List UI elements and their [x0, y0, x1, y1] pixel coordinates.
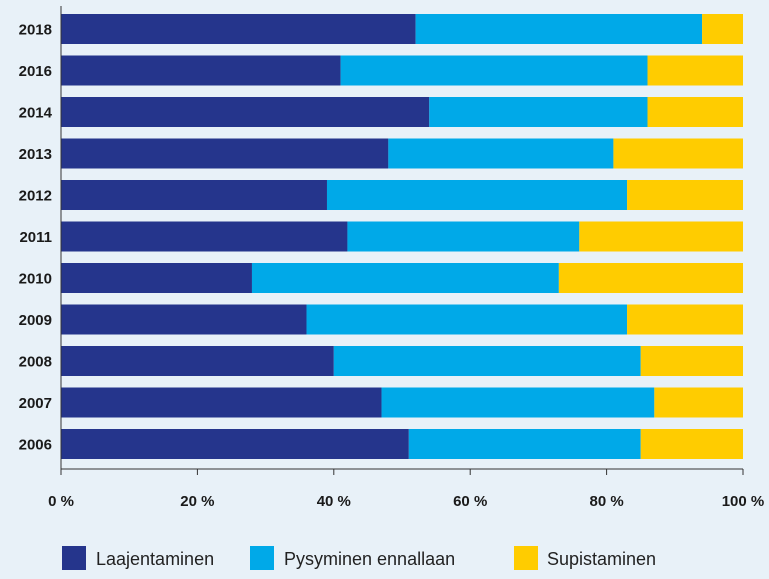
bar-2014-series-1 — [429, 97, 648, 127]
legend-label-1: Pysyminen ennallaan — [284, 549, 455, 569]
bar-2018-series-1 — [415, 14, 703, 44]
bar-2018-series-2 — [702, 14, 743, 44]
x-tick-label-80: 80 % — [589, 493, 623, 510]
x-tick-labels: 0 % 20 % 40 % 60 % 80 % 100 % — [48, 493, 764, 510]
bar-2008-series-2 — [640, 346, 743, 376]
x-tick-label-20: 20 % — [180, 493, 214, 510]
legend-label-0: Laajentaminen — [96, 549, 214, 569]
legend: Laajentaminen Pysyminen ennallaan Supistam… — [62, 546, 656, 570]
bar-2014-series-2 — [647, 97, 743, 127]
y-tick-label-2013: 2013 — [19, 146, 52, 163]
y-tick-label-2016: 2016 — [19, 63, 52, 80]
bar-2006-series-0 — [61, 429, 409, 459]
bar-2009-series-0 — [61, 304, 307, 335]
y-tick-label-2009: 2009 — [19, 312, 52, 329]
x-tick-label-40: 40 % — [317, 493, 351, 510]
bar-2012-series-2 — [627, 180, 743, 210]
y-tick-label-2012: 2012 — [19, 188, 52, 205]
y-tick-label-2010: 2010 — [19, 271, 52, 288]
bar-2009-series-2 — [627, 304, 743, 335]
bar-2016-series-0 — [61, 55, 341, 86]
bar-2008-series-1 — [333, 346, 641, 376]
bar-2010-series-2 — [558, 263, 743, 293]
bar-2011-series-2 — [579, 221, 743, 252]
legend-label-2: Supistaminen — [547, 549, 656, 569]
bar-2007-series-0 — [61, 387, 382, 418]
legend-swatch-2 — [514, 546, 538, 570]
bar-2009-series-1 — [306, 304, 628, 335]
bar-2010-series-0 — [61, 263, 252, 293]
y-tick-label-2007: 2007 — [19, 395, 52, 412]
bar-2007-series-1 — [381, 387, 655, 418]
y-tick-label-2006: 2006 — [19, 437, 52, 454]
bar-2007-series-2 — [654, 387, 743, 418]
legend-swatch-1 — [250, 546, 274, 570]
y-tick-label-2014: 2014 — [19, 105, 53, 122]
bar-2012-series-1 — [326, 180, 628, 210]
x-tick-label-60: 60 % — [453, 493, 487, 510]
y-tick-labels: 2018 2016 2014 2013 2012 2011 2010 2009 2008 2007… — [19, 22, 53, 454]
bar-2012-series-0 — [61, 180, 327, 210]
y-tick-label-2008: 2008 — [19, 354, 52, 371]
legend-swatch-0 — [62, 546, 86, 570]
bar-2013-series-1 — [388, 138, 614, 169]
bar-2010-series-1 — [251, 263, 559, 293]
bars-layer — [61, 14, 743, 459]
y-tick-label-2011: 2011 — [19, 229, 52, 246]
bar-2013-series-0 — [61, 138, 389, 169]
axes — [60, 6, 744, 475]
x-tick-label-100: 100 % — [722, 493, 765, 510]
bar-2014-series-0 — [61, 97, 430, 127]
bar-2016-series-1 — [340, 55, 648, 86]
x-tick-label-0: 0 % — [48, 493, 74, 510]
bar-2006-series-1 — [408, 429, 641, 459]
bar-2008-series-0 — [61, 346, 334, 376]
bar-2018-series-0 — [61, 14, 416, 44]
bar-2011-series-1 — [347, 221, 580, 252]
bar-2011-series-0 — [61, 221, 348, 252]
bar-2016-series-2 — [647, 55, 743, 86]
y-tick-label-2018: 2018 — [19, 22, 52, 39]
bar-2006-series-2 — [640, 429, 743, 459]
bar-2013-series-2 — [613, 138, 743, 169]
